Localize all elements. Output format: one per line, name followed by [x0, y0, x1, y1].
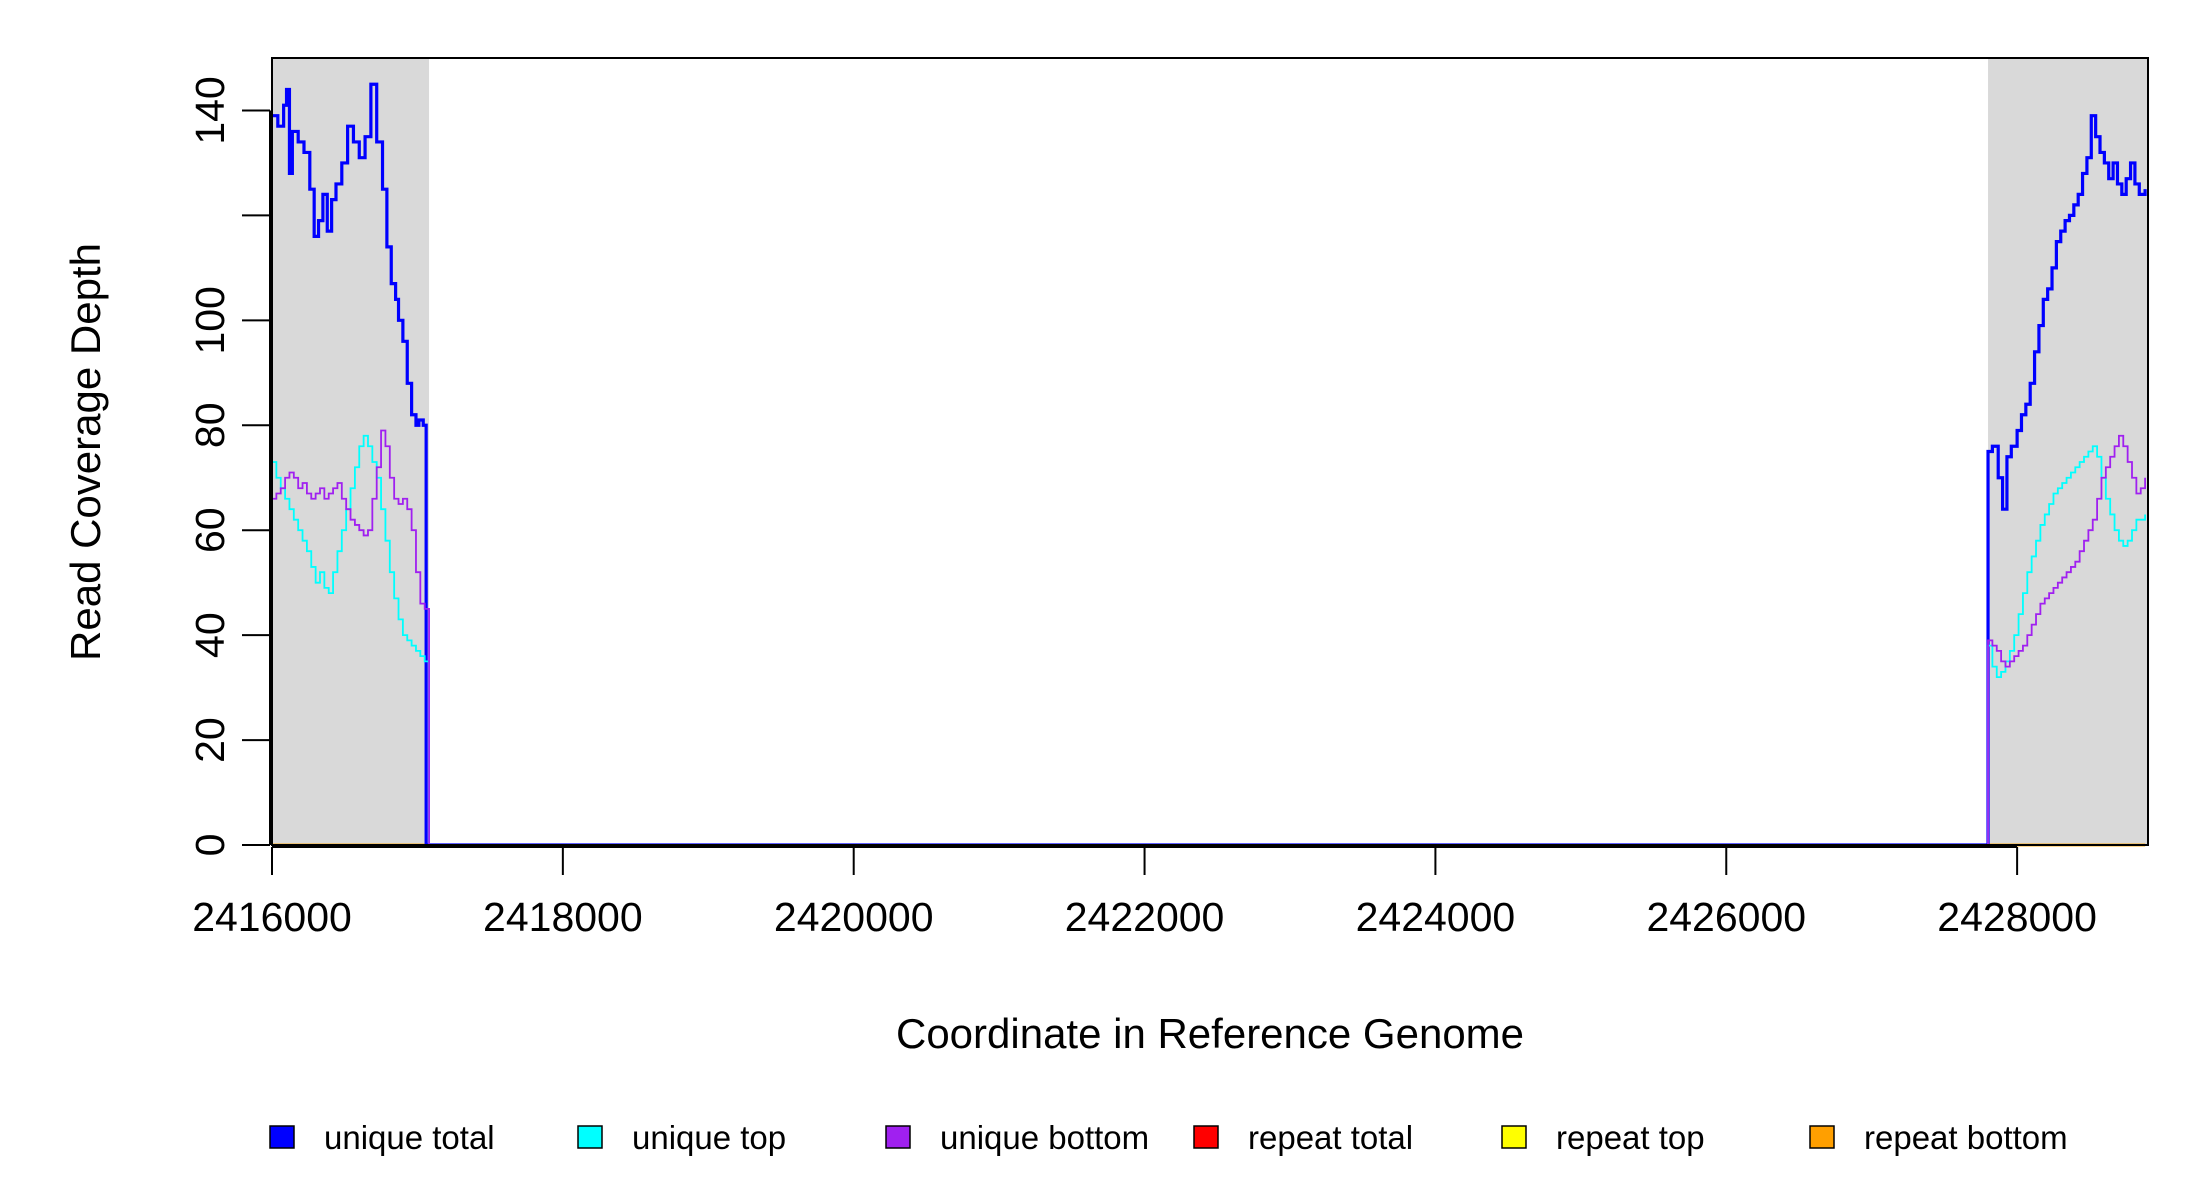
x-axis-title: Coordinate in Reference Genome	[896, 1010, 1524, 1057]
y-tick-label: 140	[187, 76, 233, 144]
x-tick-label: 2416000	[192, 894, 352, 940]
legend-label: repeat top	[1556, 1119, 1705, 1156]
legend-swatch-unique-top	[577, 1125, 603, 1149]
y-tick-label: 40	[187, 612, 233, 658]
legend-swatch-repeat-total	[1193, 1125, 1219, 1149]
y-tick-label: 80	[187, 402, 233, 448]
x-tick-label: 2420000	[774, 894, 934, 940]
legend-swatch-repeat-top	[1501, 1125, 1527, 1149]
legend-swatch-repeat-bottom	[1809, 1125, 1835, 1149]
legend-label: unique bottom	[940, 1119, 1149, 1156]
x-tick-label: 2422000	[1065, 894, 1225, 940]
y-tick-label: 20	[187, 717, 233, 763]
x-tick-label: 2418000	[483, 894, 643, 940]
legend-label: unique total	[324, 1119, 495, 1156]
x-axis: 2416000 2418000 2420000 2422000 2424000 24260…	[192, 846, 2097, 940]
y-tick-label: 60	[187, 507, 233, 553]
legend-swatch-unique-bottom	[885, 1125, 911, 1149]
legend-label: repeat total	[1248, 1119, 1413, 1156]
plot-frame	[271, 57, 2149, 846]
legend-swatch-unique-total	[269, 1125, 295, 1149]
y-tick-label: 100	[187, 286, 233, 354]
legend-label: unique top	[632, 1119, 786, 1156]
y-tick-label: 0	[187, 834, 233, 857]
x-tick-label: 2424000	[1356, 894, 1516, 940]
legend-label: repeat bottom	[1864, 1119, 2068, 1156]
y-axis-title: Read Coverage Depth	[62, 243, 109, 661]
y-axis: 0 20 40 60 80 100 140	[187, 76, 271, 857]
shaded-region-1	[272, 58, 430, 845]
x-tick-label: 2426000	[1646, 894, 1806, 940]
legend: unique total unique top unique bottom repea…	[269, 1119, 2068, 1156]
shaded-regions	[272, 58, 2148, 845]
x-tick-label: 2428000	[1937, 894, 2097, 940]
